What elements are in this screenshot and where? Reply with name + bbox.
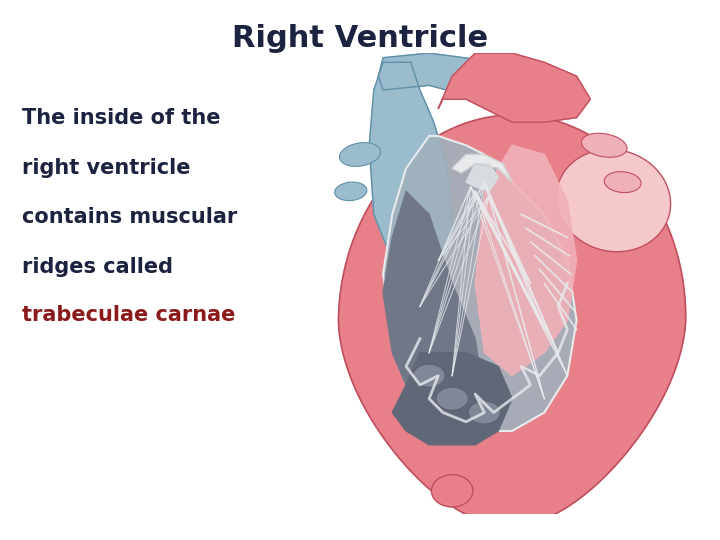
Ellipse shape (582, 133, 627, 157)
Polygon shape (392, 353, 512, 445)
Text: The inside of the: The inside of the (22, 108, 220, 128)
Text: contains muscular: contains muscular (22, 207, 237, 227)
Polygon shape (383, 191, 485, 422)
Ellipse shape (335, 182, 367, 201)
Polygon shape (438, 53, 590, 122)
Ellipse shape (340, 143, 380, 166)
Polygon shape (338, 115, 685, 526)
Ellipse shape (557, 150, 670, 252)
Text: right ventricle: right ventricle (22, 158, 190, 178)
Ellipse shape (413, 364, 445, 387)
Ellipse shape (604, 172, 641, 193)
Ellipse shape (468, 401, 500, 424)
Polygon shape (466, 164, 498, 191)
Polygon shape (383, 136, 577, 431)
Polygon shape (452, 154, 512, 182)
Ellipse shape (436, 387, 468, 410)
Text: Right Ventricle: Right Ventricle (232, 24, 488, 53)
Text: ridges called: ridges called (22, 257, 173, 277)
Text: trabeculae carnae: trabeculae carnae (22, 305, 235, 325)
Polygon shape (369, 62, 452, 274)
Ellipse shape (431, 475, 473, 507)
Polygon shape (475, 145, 577, 376)
Polygon shape (379, 53, 558, 113)
